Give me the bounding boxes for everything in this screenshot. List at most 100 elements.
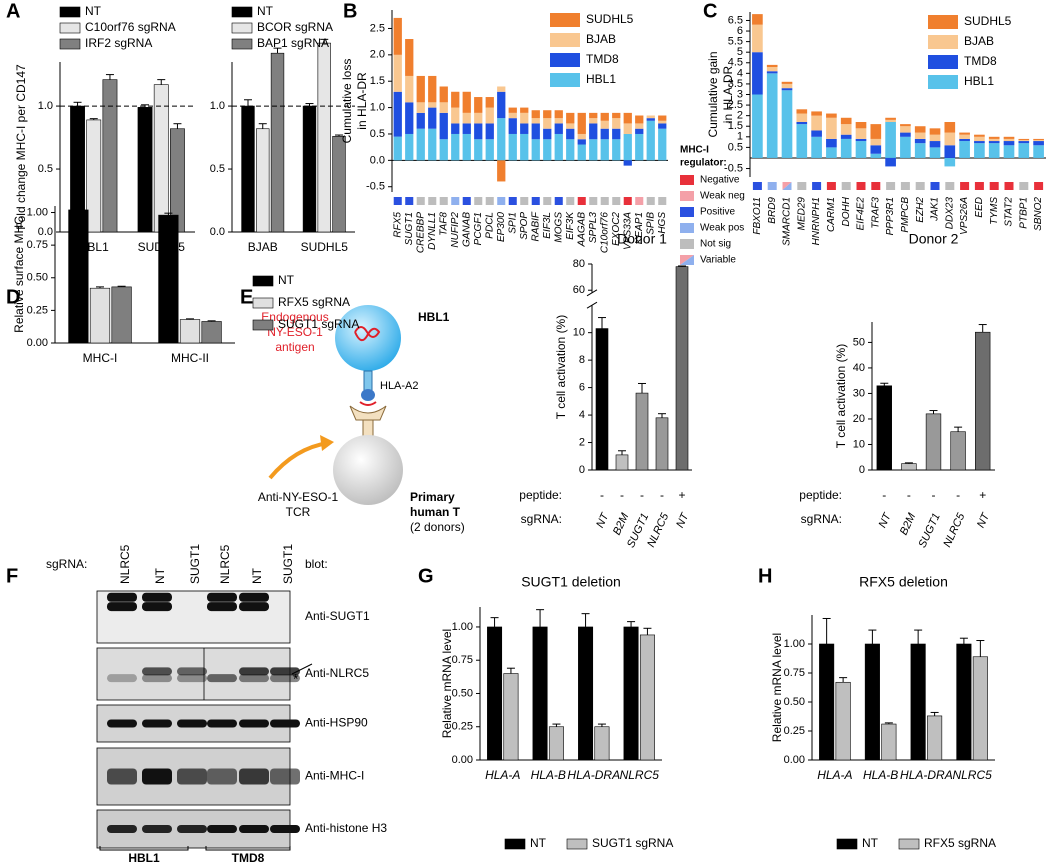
regulator-legend-label: Negative	[700, 175, 740, 186]
y-tick-label: 6	[737, 25, 743, 37]
bar-segment	[635, 128, 644, 134]
bar-segment	[658, 123, 667, 129]
legend-label: C10orf76 sgRNA	[85, 20, 176, 34]
bar	[302, 105, 317, 233]
y-tick-label: 1.0	[370, 102, 385, 114]
bar-segment	[752, 24, 763, 53]
bar-segment	[826, 113, 837, 118]
peptide-label: -	[956, 488, 960, 502]
regulator-square	[680, 255, 694, 265]
row-label: peptide:	[519, 488, 562, 502]
blot-band	[142, 825, 172, 833]
y-tick-label: 5.5	[728, 36, 743, 48]
blot-band	[142, 768, 172, 785]
bar-segment	[612, 118, 621, 129]
bar-segment	[623, 133, 632, 161]
regulator-legend-label: Variable	[700, 255, 736, 266]
bar-segment	[600, 139, 609, 161]
x-tick-label: FBXO11	[752, 197, 763, 235]
bar-segment	[600, 112, 609, 121]
bar-segment	[855, 141, 867, 158]
x-tick-label: DOHH	[841, 196, 852, 226]
x-tick-label: NUFIP2	[450, 212, 461, 248]
antigen-label: Endogenous	[261, 310, 328, 324]
bar	[137, 107, 153, 233]
legend-swatch	[231, 6, 253, 18]
bar-segment	[781, 83, 793, 89]
bar-segment	[623, 123, 632, 134]
bar-segment	[944, 145, 956, 158]
tcr-label: TCR	[286, 505, 311, 519]
bar-segment	[766, 71, 778, 74]
x-tick-label: HLA-A	[817, 768, 852, 782]
bar-segment	[658, 115, 667, 121]
bar-segment	[1018, 141, 1030, 144]
bar-segment	[520, 107, 529, 113]
regulator-square	[612, 197, 621, 205]
peptide-label: -	[932, 488, 936, 502]
y-axis-label: Fold change MHC-I per CD147	[14, 64, 28, 230]
x-tick-label: NT	[594, 510, 612, 530]
bar-segment	[554, 110, 563, 119]
y-tick-label: 2	[737, 110, 743, 122]
bar-segment	[531, 110, 540, 119]
bar-segment	[612, 112, 621, 119]
legend-label: SUGT1 sgRNA	[278, 317, 359, 331]
bar-segment	[974, 136, 985, 142]
bar	[635, 392, 649, 471]
axis-break	[586, 301, 598, 309]
tcr-label: Anti-NY-ESO-1	[258, 490, 339, 504]
bar-segment	[1003, 138, 1015, 142]
peptide-label: -	[600, 488, 604, 502]
panel-label: E	[240, 286, 253, 308]
regulator-square	[797, 182, 807, 190]
x-tick-label: EP300	[496, 212, 507, 242]
peptide-label: +	[678, 488, 685, 502]
legend-label: SUDHL5	[964, 14, 1012, 28]
bar	[623, 626, 639, 761]
legend-swatch	[59, 38, 81, 50]
bar-segment	[485, 97, 494, 108]
peptide-label: -	[660, 488, 664, 502]
legend-label: IRF2 sgRNA	[85, 36, 152, 50]
bar-segment	[929, 128, 941, 135]
blot-band	[107, 592, 137, 602]
blot-band	[177, 768, 207, 785]
t-cell	[333, 435, 403, 505]
regulator-square	[451, 197, 460, 205]
bar-segment	[462, 123, 471, 134]
y-tick-label: 0.0	[370, 154, 385, 166]
bar-segment	[1033, 139, 1044, 142]
blot-band	[142, 719, 172, 728]
bar	[655, 417, 669, 471]
y-tick-label: 1	[737, 131, 743, 143]
legend-label: RFX5 sgRNA	[924, 836, 996, 850]
legend-swatch	[928, 75, 958, 89]
bar	[332, 135, 346, 233]
y-tick-label: 30	[853, 387, 865, 399]
bar-segment	[508, 112, 517, 119]
row-label: sgRNA:	[46, 557, 87, 571]
bar-segment	[497, 86, 506, 92]
y-axis-label: Relative mRNA level	[770, 633, 784, 742]
legend-label: NT	[257, 4, 274, 18]
x-tick-label: B2M	[611, 511, 632, 537]
bar-segment	[781, 88, 793, 91]
blot-band	[270, 768, 300, 785]
blot-band	[107, 674, 137, 683]
y-tick-label: 0.5	[210, 163, 225, 175]
lane-label: SUGT1	[281, 544, 295, 584]
regulator-square	[600, 197, 609, 205]
panel-label: C	[703, 0, 717, 22]
bar-segment	[959, 134, 970, 139]
bar-segment	[474, 112, 483, 124]
x-tick-label: C10orf76	[599, 212, 610, 254]
bar-segment	[974, 143, 985, 158]
y-tick-label: 1.5	[370, 75, 385, 87]
regulator-square	[543, 197, 552, 205]
x-tick-label: PCGF1	[473, 212, 484, 245]
blot-band	[270, 825, 300, 833]
bar-segment	[944, 132, 956, 146]
blot-band	[142, 667, 172, 676]
bar	[927, 715, 943, 761]
